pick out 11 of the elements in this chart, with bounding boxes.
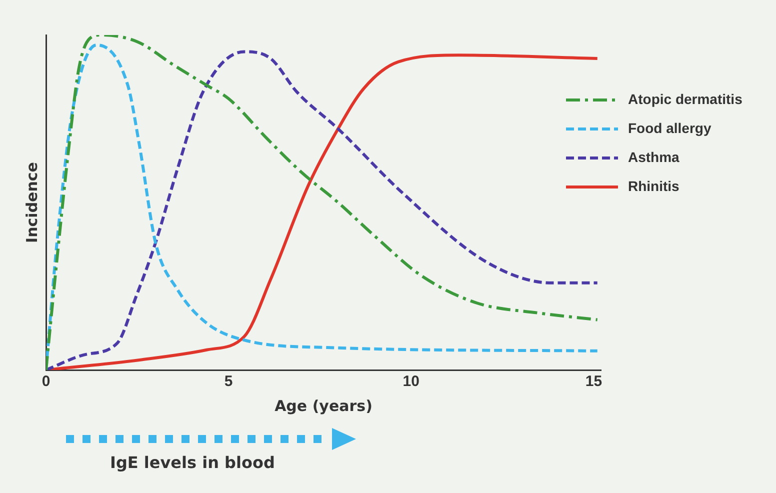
x-axis-title: Age (years) [274, 396, 372, 415]
x-tick-label: 0 [42, 373, 50, 390]
y-axis-title: Incidence [22, 162, 41, 243]
x-tick-label: 10 [402, 373, 420, 390]
text: IgE levels in blood [110, 453, 275, 472]
legend-label: Asthma [628, 148, 680, 165]
x-tick-label: 5 [224, 373, 233, 390]
legend-label: Rhinitis [628, 178, 680, 194]
x-tick-label: 15 [585, 373, 602, 390]
legend-label: Food allergy [628, 120, 712, 136]
legend-label: Atopic dermatitis [628, 90, 743, 107]
